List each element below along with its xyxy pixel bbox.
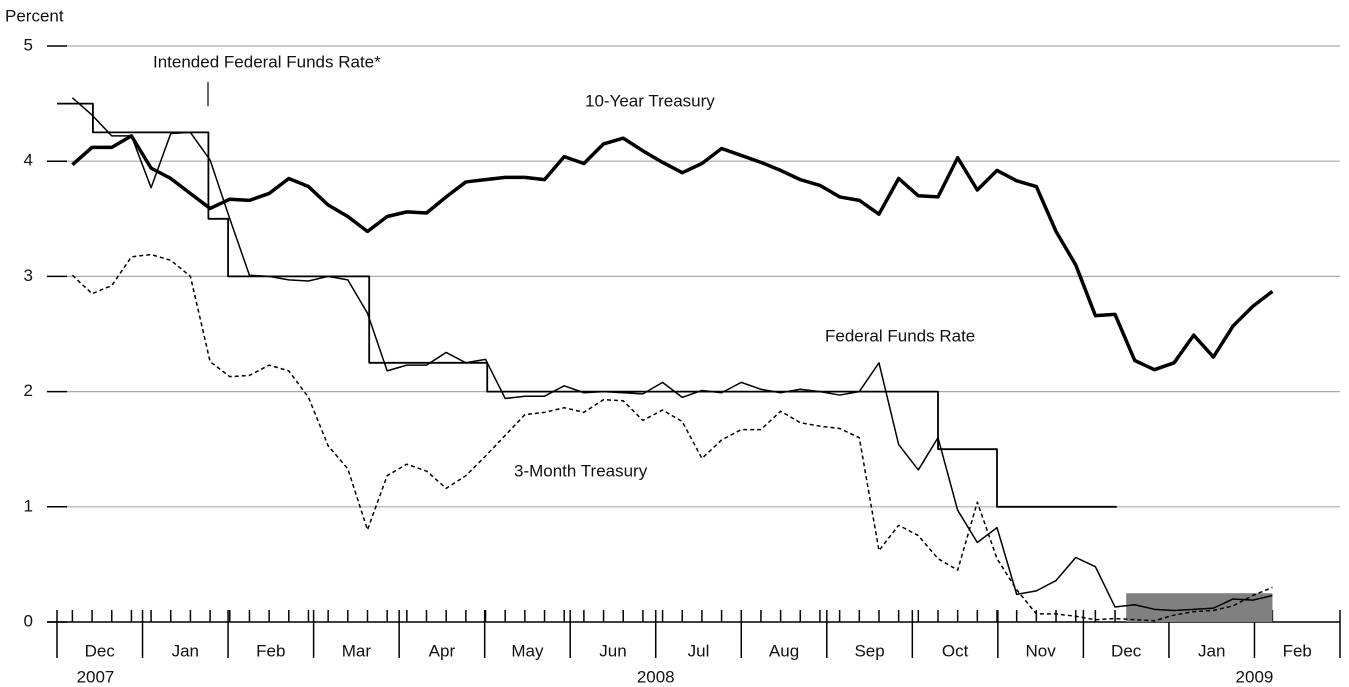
year-label: 2007 <box>77 667 115 686</box>
series-label: 3-Month Treasury <box>514 461 648 480</box>
series-line <box>71 134 1274 372</box>
x-tick-label: Oct <box>942 641 969 660</box>
x-tick-label: Jan <box>1198 641 1225 660</box>
y-tick-label: 5 <box>24 35 33 54</box>
x-tick-label: Aug <box>769 641 799 660</box>
y-tick-label: 3 <box>24 266 33 285</box>
x-tick-label: Apr <box>429 641 456 660</box>
x-tick-label: Jan <box>172 641 199 660</box>
y-tick-label: 2 <box>24 381 33 400</box>
series-line <box>71 253 1273 622</box>
y-tick-label: 0 <box>24 611 33 630</box>
y-tick-label: 1 <box>24 496 33 515</box>
year-label: 2008 <box>637 667 675 686</box>
x-tick-label: Feb <box>1283 641 1312 660</box>
x-tick-label: Mar <box>342 641 372 660</box>
x-tick-label: Sep <box>854 641 884 660</box>
y-tick-label: 4 <box>24 151 33 170</box>
x-tick-label: Jul <box>688 641 710 660</box>
series-line <box>71 97 1273 612</box>
series-label: Federal Funds Rate <box>825 326 975 345</box>
series-line <box>57 102 1117 508</box>
x-tick-label: Feb <box>256 641 285 660</box>
x-tick-label: Dec <box>85 641 116 660</box>
series-label: 10-Year Treasury <box>585 91 715 110</box>
y-axis-label: Percent <box>5 6 64 25</box>
x-tick-label: Jun <box>599 641 626 660</box>
x-tick-label: May <box>511 641 544 660</box>
series-label: Intended Federal Funds Rate* <box>153 52 381 71</box>
x-tick-label: Nov <box>1026 641 1057 660</box>
year-label: 2009 <box>1236 667 1274 686</box>
x-tick-label: Dec <box>1111 641 1142 660</box>
